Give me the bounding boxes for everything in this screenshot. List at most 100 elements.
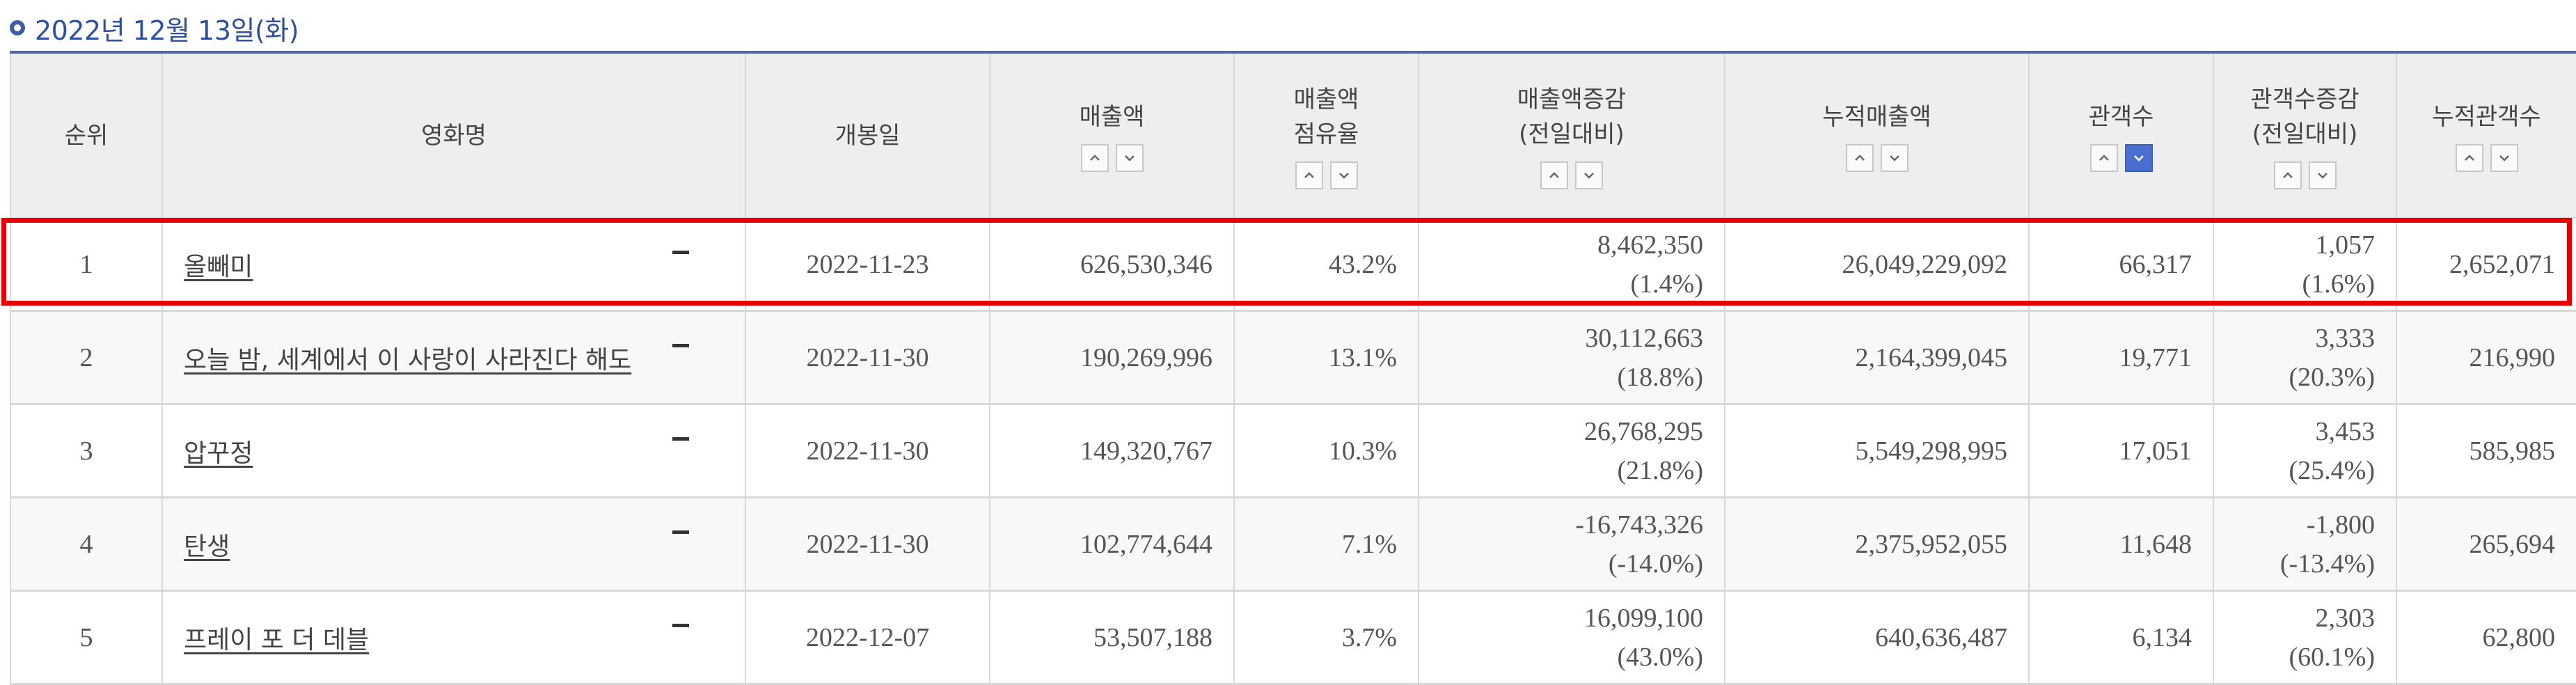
sort-down-icon[interactable] [1329, 161, 1358, 189]
audience-cell: 6,134 [2028, 590, 2214, 685]
share-cell: 43.2% [1233, 218, 1419, 312]
cum-audience-cell: 62,800 [2396, 590, 2576, 685]
movie-cell: 프레이 포 더 데블 [161, 590, 746, 685]
col-open-date: 개봉일 [745, 54, 990, 219]
table-body: 1 올빼미 2022-11-23 626,530,346 43.2% 8,462,350(… [10, 218, 2576, 685]
minus-icon[interactable] [672, 623, 689, 627]
sort-up-icon[interactable] [1080, 143, 1109, 172]
circle-bullet-icon [10, 20, 25, 36]
table-row: 4 탄생 2022-11-30 102,774,644 7.1% -16,743,326(… [10, 497, 2576, 592]
sort-down-icon[interactable] [1575, 161, 1603, 189]
movie-cell: 올빼미 [161, 218, 746, 312]
audience-change-cell: 3,333 (20.3%) [2213, 310, 2397, 405]
col-share: 매출액 점유율 [1233, 54, 1419, 219]
sort-up-icon[interactable] [2273, 161, 2302, 189]
sort-buttons-audience [2030, 143, 2213, 172]
rank-cell: 1 [10, 218, 163, 312]
sort-up-icon[interactable] [1845, 143, 1874, 172]
date-title: 2022년 12월 13일(화) [35, 15, 299, 46]
share-cell: 13.1% [1233, 310, 1419, 405]
col-movie: 영화명 [161, 54, 746, 219]
movie-title-link[interactable]: 프레이 포 더 데블 [184, 625, 370, 654]
share-cell: 3.7% [1233, 590, 1419, 685]
sort-buttons-sales-change [1419, 161, 1724, 189]
cum-audience-cell: 585,985 [2396, 404, 2576, 498]
table-row: 5 프레이 포 더 데블 2022-12-07 53,507,188 3.7% 16,09… [10, 590, 2576, 685]
sort-up-icon[interactable] [1540, 161, 1568, 189]
movie-title-link[interactable]: 올빼미 [184, 252, 253, 281]
sort-down-icon[interactable] [1880, 143, 1909, 172]
movie-cell: 탄생 [161, 497, 746, 592]
sales-change-cell: 30,112,663 (18.8%) [1418, 310, 1725, 405]
sales-cell: 149,320,767 [989, 404, 1235, 498]
minus-icon[interactable] [672, 250, 689, 254]
sort-up-icon[interactable] [1295, 161, 1323, 189]
movie-cell: 오늘 밤, 세계에서 이 사랑이 사라진다 해도 [161, 310, 746, 405]
table-row: 1 올빼미 2022-11-23 626,530,346 43.2% 8,462,350(… [10, 218, 2576, 312]
rank-cell: 5 [10, 590, 163, 685]
sort-up-icon[interactable] [2455, 143, 2483, 172]
col-audience: 관객수 [2028, 54, 2214, 219]
cum-sales-cell: 640,636,487 [1724, 590, 2030, 685]
open-date-cell: 2022-11-30 [745, 404, 990, 498]
cum-sales-cell: 2,375,952,055 [1724, 497, 2030, 592]
table-row: 3 압꾸정 2022-11-30 149,320,767 10.3% 26,768,295… [10, 404, 2576, 498]
cum-audience-cell: 2,652,071 [2396, 218, 2576, 312]
sales-cell: 102,774,644 [989, 497, 1235, 592]
open-date-cell: 2022-11-23 [745, 218, 990, 312]
audience-change-cell: 3,453 (25.4%) [2213, 404, 2397, 498]
sort-buttons-share [1235, 161, 1418, 189]
cum-sales-cell: 5,549,298,995 [1724, 404, 2030, 498]
col-audience-change: 관객수증감 (전일대비) [2213, 54, 2397, 219]
rank-cell: 4 [10, 497, 163, 592]
date-header: 2022년 12월 13일(화) [10, 6, 299, 50]
cum-sales-cell: 2,164,399,045 [1724, 310, 2030, 405]
rank-cell: 3 [10, 404, 163, 498]
audience-change-cell: 2,303 (60.1%) [2213, 590, 2397, 685]
table-row: 2 오늘 밤, 세계에서 이 사랑이 사라진다 해도 2022-11-30 190,2… [10, 310, 2576, 405]
sales-change-cell: 8,462,350 (1.4%) [1418, 218, 1725, 312]
sort-buttons-cum-sales [1725, 143, 2028, 172]
minus-icon[interactable] [672, 436, 689, 441]
col-cum-audience: 누적관객수 [2396, 54, 2576, 219]
audience-cell: 19,771 [2028, 310, 2214, 405]
share-cell: 10.3% [1233, 404, 1419, 498]
audience-change-cell: 1,057 (1.6%) [2213, 218, 2397, 312]
sort-down-icon[interactable] [1115, 143, 1144, 172]
col-cum-sales: 누적매출액 [1724, 54, 2030, 219]
header-rule [10, 51, 2576, 54]
table-header-row: 순위 영화명 개봉일 매출액 매출액 점유율 매출액증감 (전일대비) 누적매출액 … [10, 54, 2576, 219]
col-sales: 매출액 [989, 54, 1235, 219]
sort-down-icon[interactable] [2124, 143, 2153, 172]
cum-audience-cell: 265,694 [2396, 497, 2576, 592]
sales-cell: 190,269,996 [989, 310, 1235, 405]
minus-icon[interactable] [672, 343, 689, 347]
sort-buttons-cum-audience [2397, 143, 2576, 172]
sort-up-icon[interactable] [2089, 143, 2118, 172]
sales-cell: 53,507,188 [989, 590, 1235, 685]
open-date-cell: 2022-12-07 [745, 590, 990, 685]
audience-cell: 66,317 [2028, 218, 2214, 312]
sales-cell: 626,530,346 [989, 218, 1235, 312]
col-rank: 순위 [10, 54, 163, 219]
cum-sales-cell: 26,049,229,092 [1724, 218, 2030, 312]
movie-title-link[interactable]: 오늘 밤, 세계에서 이 사랑이 사라진다 해도 [184, 345, 632, 375]
movie-title-link[interactable]: 압꾸정 [184, 439, 253, 468]
sort-down-icon[interactable] [2308, 161, 2337, 189]
sales-change-cell: 16,099,100 (43.0%) [1418, 590, 1725, 685]
boxoffice-table: 순위 영화명 개봉일 매출액 매출액 점유율 매출액증감 (전일대비) 누적매출액 … [10, 54, 2576, 685]
movie-title-link[interactable]: 탄생 [184, 532, 230, 561]
col-sales-change: 매출액증감 (전일대비) [1418, 54, 1725, 219]
cum-audience-cell: 216,990 [2396, 310, 2576, 405]
audience-cell: 17,051 [2028, 404, 2214, 498]
open-date-cell: 2022-11-30 [745, 497, 990, 592]
open-date-cell: 2022-11-30 [745, 310, 990, 405]
minus-icon[interactable] [672, 530, 689, 534]
share-cell: 7.1% [1233, 497, 1419, 592]
audience-cell: 11,648 [2028, 497, 2214, 592]
sort-buttons-sales [990, 143, 1233, 172]
sort-down-icon[interactable] [2490, 143, 2518, 172]
sales-change-cell: -16,743,326 (-14.0%) [1418, 497, 1725, 592]
sales-change-cell: 26,768,295 (21.8%) [1418, 404, 1725, 498]
audience-change-cell: -1,800 (-13.4%) [2213, 497, 2397, 592]
